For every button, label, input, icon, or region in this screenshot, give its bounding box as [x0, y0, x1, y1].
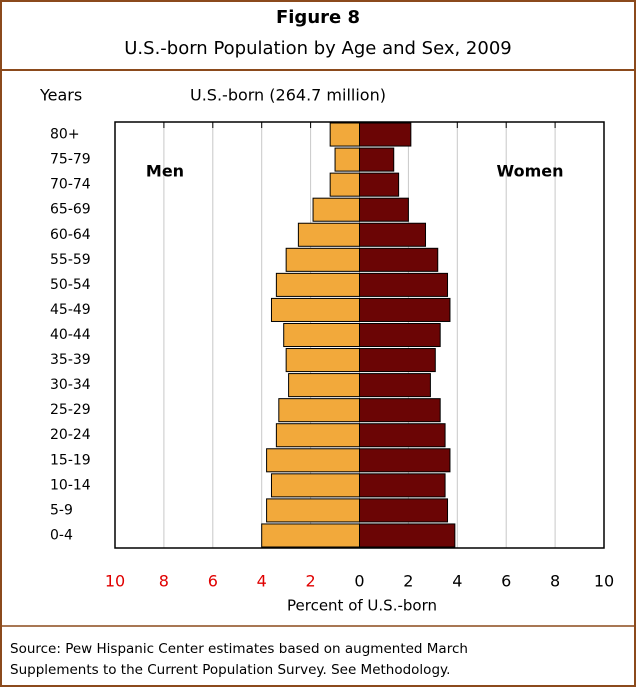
bar	[261, 523, 361, 548]
source: Source: Pew Hispanic Center estimates ba…	[10, 641, 468, 657]
chart-title: Figure 8	[276, 7, 360, 28]
bar	[329, 172, 361, 197]
x-tick-label: 0	[354, 572, 364, 591]
bar	[359, 498, 449, 523]
y-axis-title: Years	[39, 86, 82, 105]
y-tick-label: 70-74	[50, 177, 91, 193]
legend-label: Women	[497, 162, 564, 181]
chart-subtitle: U.S.-born Population by Age and Sex, 200…	[124, 38, 512, 59]
bar	[285, 247, 360, 272]
bar	[359, 473, 446, 498]
source: Supplements to the Current Population Su…	[10, 662, 450, 678]
x-tick-label: 10	[105, 572, 125, 591]
bar	[329, 122, 361, 147]
x-tick-label: 8	[159, 572, 169, 591]
x-tick-label: 8	[550, 572, 560, 591]
bar	[312, 197, 361, 222]
y-tick-label: 15-19	[50, 452, 91, 468]
population-label: U.S.-born (264.7 million)	[190, 86, 386, 105]
x-tick-label: 4	[452, 572, 462, 591]
bar	[359, 523, 456, 548]
bar	[270, 473, 361, 498]
y-tick-label: 20-24	[50, 427, 91, 443]
y-tick-label: 75-79	[50, 152, 91, 168]
x-tick-label: 6	[208, 572, 218, 591]
bar	[359, 373, 431, 398]
bar	[359, 322, 441, 348]
y-tick-label: 50-54	[50, 277, 91, 293]
y-tick-label: 35-39	[50, 352, 91, 368]
y-tick-label: 65-69	[50, 202, 91, 218]
x-tick-label: 2	[403, 572, 413, 591]
bar	[275, 272, 360, 297]
bar	[359, 147, 395, 172]
bar	[334, 147, 360, 172]
bar	[359, 297, 451, 322]
bar	[270, 297, 361, 322]
bar	[288, 373, 360, 398]
y-tick-label: 30-34	[50, 377, 91, 393]
bar	[278, 398, 360, 423]
bar	[285, 348, 360, 373]
y-tick-label: 80+	[50, 127, 80, 143]
bar	[359, 197, 409, 222]
x-tick-label: 4	[257, 572, 267, 591]
y-tick-label: 40-44	[50, 327, 91, 343]
bar	[266, 448, 360, 473]
bar	[266, 498, 360, 523]
bar	[359, 247, 439, 272]
plot-frame	[114, 121, 605, 549]
bar	[359, 398, 441, 423]
x-tick-label: 6	[501, 572, 511, 591]
y-tick-label: 0-4	[50, 527, 73, 543]
bar	[359, 222, 427, 247]
x-tick-label: 2	[306, 572, 316, 591]
y-tick-label: 55-59	[50, 252, 91, 268]
bar	[359, 423, 446, 448]
y-tick-label: 60-64	[50, 227, 91, 243]
y-tick-label: 10-14	[50, 477, 91, 493]
bar	[297, 222, 360, 247]
bar	[359, 122, 412, 147]
bar	[283, 322, 360, 348]
bar	[359, 348, 436, 373]
bar	[359, 172, 400, 197]
y-tick-label: 25-29	[50, 402, 91, 418]
y-tick-label: 45-49	[50, 302, 91, 318]
bar	[359, 448, 451, 473]
y-tick-label: 5-9	[50, 502, 73, 518]
bar	[359, 272, 449, 297]
x-axis-title: Percent of U.S.-born	[287, 597, 437, 615]
x-tick-label: 10	[594, 572, 614, 591]
legend-label: Men	[146, 162, 184, 181]
bar	[275, 423, 360, 448]
